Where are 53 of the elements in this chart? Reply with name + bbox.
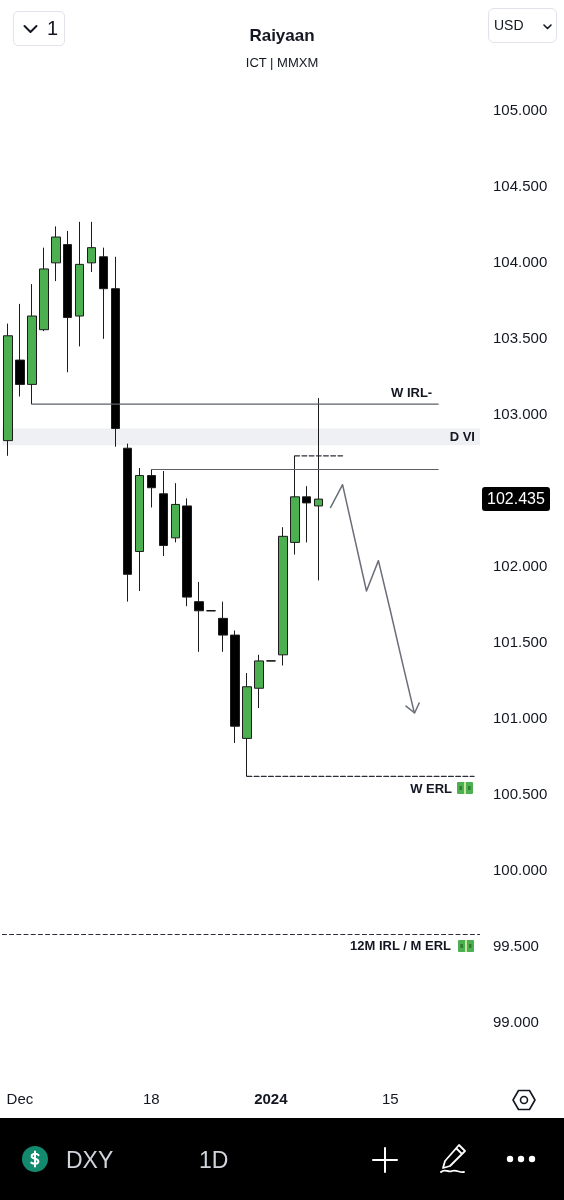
candlestick: [111, 256, 120, 448]
x-tick-label: 2024: [254, 1090, 289, 1107]
x-tick-label: 18: [143, 1090, 160, 1107]
currency-dropdown: USD: [488, 8, 557, 43]
candlestick: [242, 672, 252, 777]
series-label: W IRL-: [391, 384, 433, 400]
y-tick-label: 101.500: [493, 632, 548, 650]
candlestick: [3, 323, 13, 457]
y-tick-label: 101.000: [493, 708, 548, 726]
candlestick: [51, 225, 61, 282]
candlestick: [159, 470, 168, 557]
candlestick: [123, 443, 132, 603]
candlestick: [63, 230, 72, 373]
dropdown-button: 1: [13, 11, 65, 46]
candlestick: [27, 283, 37, 405]
candlestick: [302, 485, 311, 543]
y-tick-label: 99.500: [493, 936, 539, 954]
y-tick-label: 105.000: [493, 100, 548, 118]
y-tick-label: 104.500: [493, 176, 548, 194]
candlestick: [254, 654, 264, 709]
y-tick-label: 103.000: [493, 404, 548, 422]
candlestick: [15, 303, 25, 398]
bottom-toolbar: DXY 1D: [0, 1118, 564, 1200]
x-tick-label: 15: [382, 1090, 399, 1107]
y-tick-label: 100.000: [493, 860, 548, 878]
candlestick: [182, 497, 192, 607]
candlestick: [99, 247, 108, 340]
candlestick: [218, 601, 228, 653]
x-tick-label: Dec: [6, 1090, 34, 1107]
annotation: 1: [47, 16, 59, 40]
candlestick: [290, 455, 300, 556]
candlestick: [87, 221, 96, 273]
candlestick: [171, 482, 180, 543]
candlestick: [194, 581, 204, 653]
y-tick-label: 104.000: [493, 252, 548, 270]
ref-line-label: 12M IRL / M ERL: [350, 938, 452, 954]
band-label: D VI: [449, 429, 475, 445]
candlestick: [39, 247, 49, 332]
candlestick: [75, 221, 84, 347]
y-tick-label: 103.500: [493, 328, 548, 346]
candlestick: [230, 630, 240, 744]
candlestick: [147, 468, 156, 508]
text: ICT | MMXM: [245, 55, 319, 70]
text: 102.435: [482, 487, 550, 512]
candlestick: [135, 467, 144, 592]
series-label: W ERL: [410, 780, 453, 796]
text: Raiyaan: [249, 26, 315, 45]
candlestick: [314, 397, 323, 581]
y-tick-label: 99.000: [493, 1012, 539, 1030]
y-tick-label: 102.000: [493, 556, 548, 574]
candlestick: [278, 526, 288, 666]
y-axis-title: USD: [494, 17, 524, 34]
y-tick-label: 100.500: [493, 784, 548, 802]
